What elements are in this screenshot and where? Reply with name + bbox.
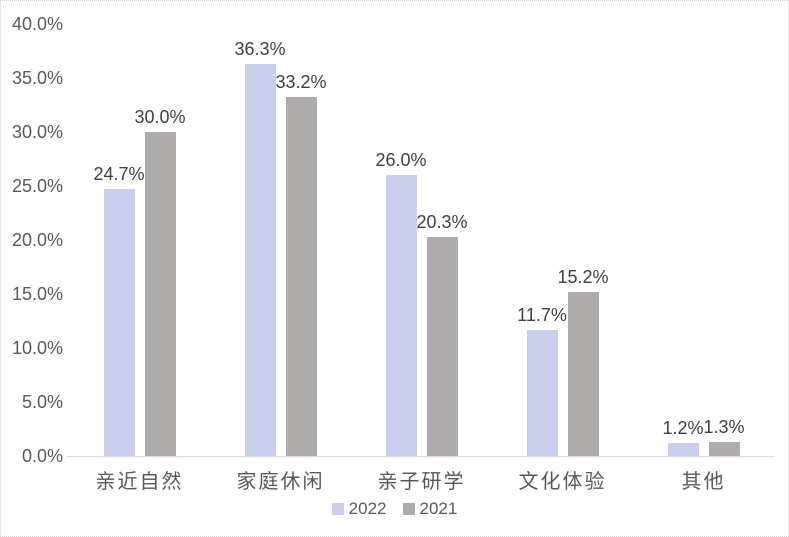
y-tick-label: 40.0% — [11, 14, 63, 34]
y-tick-label: 30.0% — [11, 122, 63, 142]
y-tick-label: 5.0% — [21, 392, 63, 412]
x-category-label-2: 亲子研学 — [377, 471, 466, 493]
bar-2021-0 — [144, 132, 176, 456]
data-label-2021-4: 1.3% — [703, 416, 745, 437]
y-tick-label: 0.0% — [21, 446, 63, 466]
y-tick-label: 20.0% — [11, 230, 63, 250]
bar-2021-4 — [708, 441, 740, 456]
x-category-label-1: 家庭休闲 — [236, 471, 325, 493]
bar-2021-2 — [426, 236, 458, 456]
legend: 2022 2021 — [1, 500, 788, 518]
legend-label-2022: 2022 — [348, 499, 387, 518]
data-label-2022-1: 36.3% — [234, 38, 286, 59]
bar-2022-1 — [244, 63, 276, 456]
bar-2022-0 — [103, 189, 135, 456]
bar-2022-3 — [526, 329, 558, 456]
data-label-2021-2: 20.3% — [416, 211, 468, 232]
legend-item-2021: 2021 — [402, 499, 458, 518]
data-label-2022-4: 1.2% — [662, 418, 704, 439]
x-axis-line — [67, 456, 775, 457]
data-label-2022-3: 11.7% — [517, 304, 567, 325]
data-label-2021-1: 33.2% — [275, 72, 327, 93]
bar-2022-2 — [385, 175, 417, 456]
legend-swatch-2021-icon — [402, 503, 415, 515]
legend-swatch-2022-icon — [331, 503, 344, 515]
legend-item-2022: 2022 — [331, 499, 387, 518]
bar-2022-4 — [667, 443, 699, 456]
legend-label-2021: 2021 — [419, 499, 458, 518]
y-tick-label: 15.0% — [11, 284, 63, 304]
data-label-2021-3: 15.2% — [557, 266, 609, 287]
data-label-2021-0: 30.0% — [134, 107, 186, 127]
bar-2021-3 — [567, 291, 599, 456]
y-tick-label: 25.0% — [11, 176, 63, 196]
y-tick-label: 10.0% — [11, 338, 63, 358]
y-tick-label: 35.0% — [11, 68, 63, 88]
bar-2021-1 — [285, 97, 317, 456]
data-label-2022-2: 26.0% — [375, 150, 427, 171]
data-label-2022-0: 24.7% — [93, 164, 145, 185]
x-category-label-0: 亲近自然 — [95, 471, 184, 493]
x-category-label-3: 文化体验 — [518, 471, 607, 493]
x-category-label-4: 其他 — [681, 471, 726, 493]
plot-area: 24.7% 36.3% 26.0% 11.7% 1.2% 30.0% 33.2% 20.3% 1… — [69, 24, 774, 456]
